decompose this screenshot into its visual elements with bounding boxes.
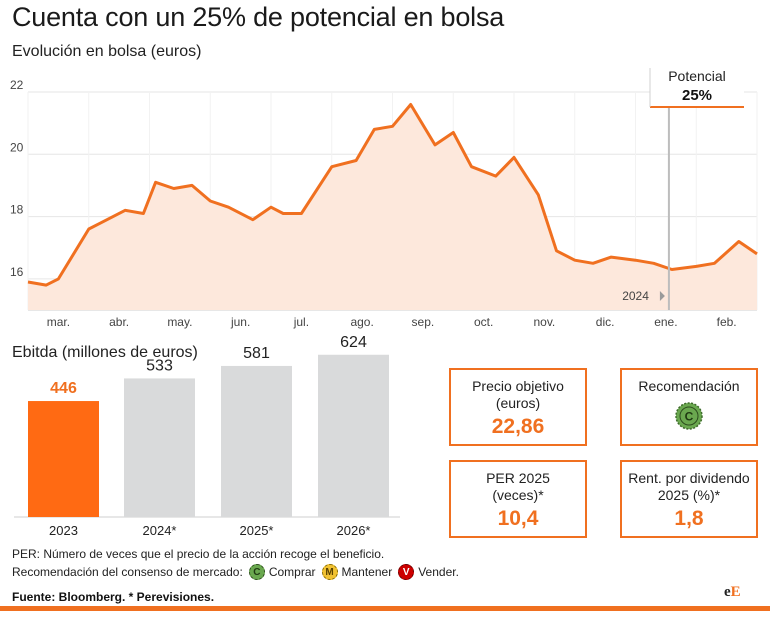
- x-tick-label: jul.: [293, 315, 309, 329]
- ebitda-bar-chart: 446 2023 533 2024* 581 2025* 624 2026*: [14, 334, 400, 538]
- buy-legend-icon: C: [248, 564, 265, 580]
- recomendacion-box: Recomendación C: [620, 368, 758, 446]
- price-chart-subtitle: Evolución en bolsa (euros): [12, 43, 202, 60]
- sell-legend-icon: V: [398, 564, 415, 580]
- logo-E: E: [730, 584, 741, 600]
- ebitda-value-label: 581: [243, 345, 270, 362]
- ebitda-bar: [124, 378, 195, 517]
- potential-box: [650, 66, 744, 107]
- x-tick-label: jun.: [230, 315, 250, 329]
- ebitda-bar: [28, 401, 99, 517]
- price-line-chart: 22 20 18 16 mar. abr. may. jun. jul. ago. sep. oct…: [10, 66, 758, 329]
- x-tick-label: feb.: [717, 315, 737, 329]
- ebitda-category-label: 2023: [49, 523, 78, 538]
- ebitda-category-label: 2026*: [337, 523, 371, 538]
- buy-recommendation-icon: C: [675, 402, 703, 430]
- potential-label: Potencial: [668, 68, 726, 84]
- y-tick-label: 16: [10, 265, 24, 279]
- buy-legend-label: Comprar: [268, 565, 316, 579]
- price-series-line: [27, 103, 758, 287]
- x-tick-label: nov.: [533, 315, 555, 329]
- per-label: PER 2025 (veces)*: [486, 470, 550, 503]
- ebitda-category-label: 2024*: [143, 523, 177, 538]
- x-tick-label: abr.: [109, 315, 129, 329]
- x-tick-label: ago.: [350, 315, 373, 329]
- ebitda-value-label: 446: [50, 380, 77, 397]
- x-tick-label: ene.: [654, 315, 677, 329]
- x-tick-label: may.: [167, 315, 192, 329]
- ebitda-value-label: 533: [146, 357, 173, 374]
- x-tick-label: sep.: [412, 315, 435, 329]
- recomendacion-label: Recomendación: [638, 378, 740, 394]
- x-tick-label: dic.: [596, 315, 615, 329]
- chart-title: Cuenta con un 25% de potencial en bolsa: [12, 2, 505, 32]
- hold-legend-icon: M: [321, 564, 338, 580]
- per-value: 10,4: [497, 507, 539, 530]
- ebitda-bar: [221, 365, 292, 517]
- per-box: PER 2025 (veces)* 10,4: [449, 460, 587, 538]
- ebitda-bar: [318, 354, 389, 517]
- hold-legend-label: Mantener: [341, 565, 393, 579]
- recommendation-legend: Recomendación del consenso de mercado: C…: [12, 564, 459, 580]
- precio-objetivo-box: Precio objetivo (euros) 22,86: [449, 368, 587, 446]
- x-tick-label: oct.: [474, 315, 493, 329]
- ebitda-chart-subtitle: Ebitda (millones de euros): [12, 344, 198, 361]
- source-note: Fuente: Bloomberg. * Perevisiones.: [12, 590, 215, 604]
- y-tick-label: 18: [10, 203, 24, 217]
- year-marker-arrow: [659, 291, 665, 301]
- dividendo-box: Rent. por dividendo 2025 (%)* 1,8: [620, 460, 758, 538]
- price-area: [28, 104, 757, 310]
- precio-objetivo-value: 22,86: [491, 415, 545, 438]
- potential-value: 25%: [682, 87, 712, 104]
- ebitda-value-label: 624: [340, 334, 367, 351]
- precio-objetivo-label: Precio objetivo (euros): [472, 378, 564, 411]
- ebitda-category-label: 2025*: [240, 523, 274, 538]
- dividendo-value: 1,8: [674, 507, 704, 530]
- dividendo-label: Rent. por dividendo 2025 (%)*: [628, 470, 750, 503]
- x-tick-label: mar.: [47, 315, 70, 329]
- logo-e: e: [724, 584, 731, 600]
- y-tick-label: 20: [10, 140, 24, 154]
- legend-intro: Recomendación del consenso de mercado:: [12, 565, 243, 579]
- y-tick-label: 22: [10, 78, 24, 92]
- publisher-logo: eE: [724, 584, 741, 601]
- bottom-accent-bar: [0, 606, 770, 611]
- recomendacion-letter: C: [685, 410, 694, 424]
- per-note: PER: Número de veces que el precio de la…: [12, 547, 385, 561]
- sell-legend-label: Vender.: [418, 565, 459, 579]
- year-marker-label: 2024: [622, 289, 649, 303]
